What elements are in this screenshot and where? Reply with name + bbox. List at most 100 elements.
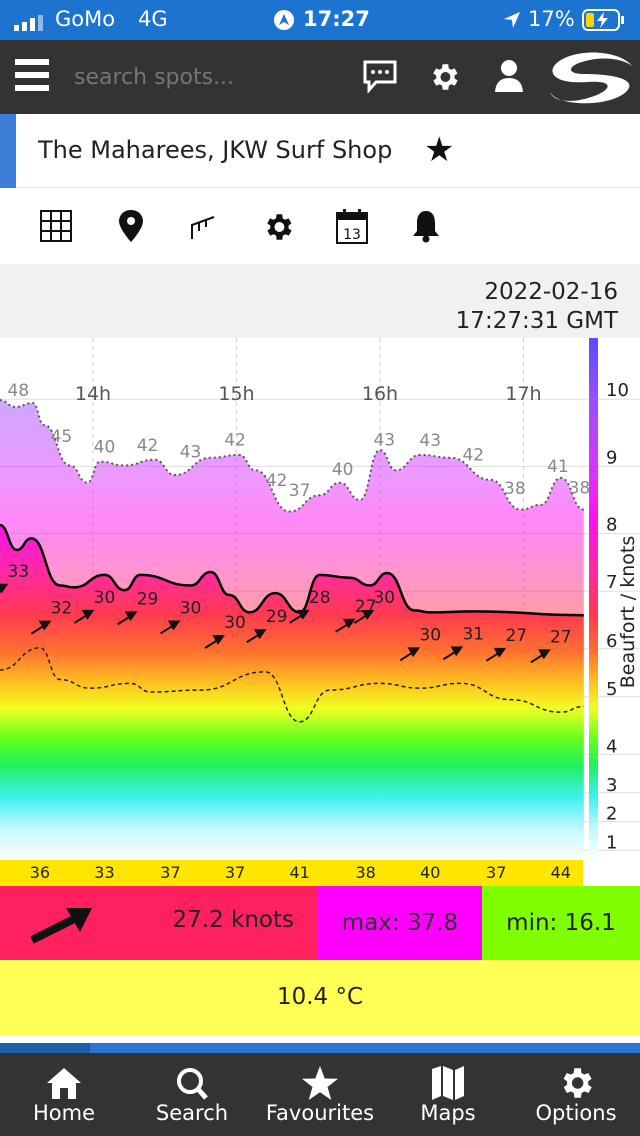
battery-percent: 17% [528, 7, 575, 31]
star-icon [302, 1066, 338, 1100]
settings-gear-icon[interactable] [427, 60, 461, 98]
x-tick-label: 16h [362, 383, 398, 405]
gear-icon[interactable] [261, 210, 295, 248]
accent-strip [0, 114, 16, 188]
wind-direction-arrow [289, 609, 310, 624]
nav-label: Search [155, 1101, 229, 1125]
gust-label: 42 [224, 430, 246, 450]
hamburger-menu-icon[interactable] [15, 59, 49, 97]
spot-toolbar: 13 [0, 189, 640, 264]
beaufort-tick-label: 8 [606, 515, 617, 536]
favourite-star-icon[interactable]: ★ [424, 130, 455, 170]
user-profile-icon[interactable] [494, 58, 524, 96]
beaufort-tick-label: 6 [606, 631, 617, 652]
spot-title: The Maharees, JKW Surf Shop [38, 136, 393, 164]
strip-gust-value: 37 [160, 863, 181, 882]
gust-label: 38 [569, 479, 591, 499]
nav-maps[interactable]: Maps [384, 1053, 512, 1136]
wind-direction-arrow-icon [30, 908, 92, 944]
gust-label: 42 [266, 471, 288, 491]
signal-icon [14, 12, 48, 36]
strip-gust-value: 37 [486, 863, 507, 882]
strip-gust-value: 41 [289, 863, 310, 882]
wind-direction-arrow [335, 618, 356, 633]
gust-label: 43 [180, 442, 202, 462]
beaufort-tick-label: 10 [606, 380, 629, 401]
table-grid-icon[interactable] [40, 210, 72, 246]
gust-label: 43 [419, 431, 441, 451]
wind-direction-arrow [485, 647, 507, 662]
minimum-line [0, 647, 584, 723]
gust-label: 37 [289, 481, 311, 501]
average-area [0, 525, 584, 860]
location-services-icon [274, 10, 294, 35]
bottom-nav: Home Search Favourites Maps Options [0, 1053, 640, 1136]
map-icon [432, 1066, 464, 1100]
wind-direction-arrow [442, 646, 464, 661]
nav-options[interactable]: Options [512, 1053, 640, 1136]
nav-search[interactable]: Search [128, 1053, 256, 1136]
beaufort-tick-label: 2 [606, 804, 617, 825]
gust-line [0, 399, 585, 513]
wind-direction-arrow [204, 634, 225, 649]
average-label: 30 [419, 625, 441, 645]
timestamp-box: 2022-02-16 17:27:31 GMT [0, 264, 640, 338]
location-arrow-icon [502, 10, 522, 35]
status-bar: GoMo 4G 17:27 17% [0, 0, 640, 40]
page-scroll-indicator[interactable] [0, 1043, 640, 1053]
app-logo[interactable] [548, 48, 634, 110]
network-type: 4G [138, 7, 168, 31]
nav-favourites[interactable]: Favourites [256, 1053, 384, 1136]
x-tick-label: 17h [505, 383, 541, 405]
current-speed-cell: 27.2 knots [0, 886, 318, 960]
nav-label: Maps [420, 1101, 476, 1125]
x-tick-label: 15h [218, 383, 254, 405]
average-line [0, 523, 584, 617]
gust-label: 45 [51, 427, 73, 447]
gust-label: 43 [373, 431, 395, 451]
wind-sock-icon[interactable] [190, 215, 216, 243]
map-pin-icon[interactable] [118, 209, 144, 247]
battery-icon [582, 9, 626, 36]
average-label: 28 [309, 588, 331, 608]
home-icon [47, 1068, 81, 1099]
strip-gust-value: 38 [355, 863, 376, 882]
wind-direction-arrow [116, 611, 138, 626]
wind-direction-arrow [0, 583, 9, 594]
search-input[interactable] [66, 56, 336, 98]
nav-home[interactable]: Home [0, 1053, 128, 1136]
average-label: 30 [373, 588, 395, 608]
search-icon [177, 1068, 208, 1100]
top-nav [0, 40, 640, 114]
beaufort-tick-label: 1 [606, 832, 617, 853]
average-label: 27 [550, 627, 572, 647]
average-label: 31 [462, 624, 484, 644]
average-label: 30 [224, 613, 246, 633]
beaufort-tick-label: 3 [606, 775, 617, 796]
y-axis-label: Beaufort / knots [617, 536, 639, 688]
chat-icon[interactable] [362, 59, 398, 97]
wind-direction-arrow [530, 649, 551, 664]
wind-direction-arrow [353, 610, 375, 624]
notification-bell-icon[interactable] [412, 209, 440, 247]
nav-label: Home [32, 1101, 95, 1125]
calendar-icon[interactable]: 13 [336, 208, 368, 248]
nav-label: Favourites [265, 1101, 375, 1125]
strip-gust-value: 36 [29, 863, 51, 882]
svg-text:13: 13 [343, 227, 361, 243]
hourly-gust-strip: 36 33 37 37 41 38 40 37 44 [0, 860, 583, 886]
average-label: 27 [505, 626, 527, 646]
gust-label: 40 [94, 437, 116, 457]
average-label: 29 [266, 607, 288, 627]
strip-gust-value: 37 [224, 863, 246, 882]
average-label: 30 [180, 598, 202, 618]
forecast-date: 2022-02-16 [484, 279, 618, 305]
gear-icon [563, 1068, 592, 1098]
beaufort-tick-label: 5 [606, 679, 617, 700]
gust-label: 38 [504, 479, 526, 499]
strip-gust-value: 33 [94, 863, 115, 882]
average-label: 33 [8, 562, 30, 582]
beaufort-colorbar [589, 338, 598, 860]
wind-direction-arrow [246, 629, 267, 644]
